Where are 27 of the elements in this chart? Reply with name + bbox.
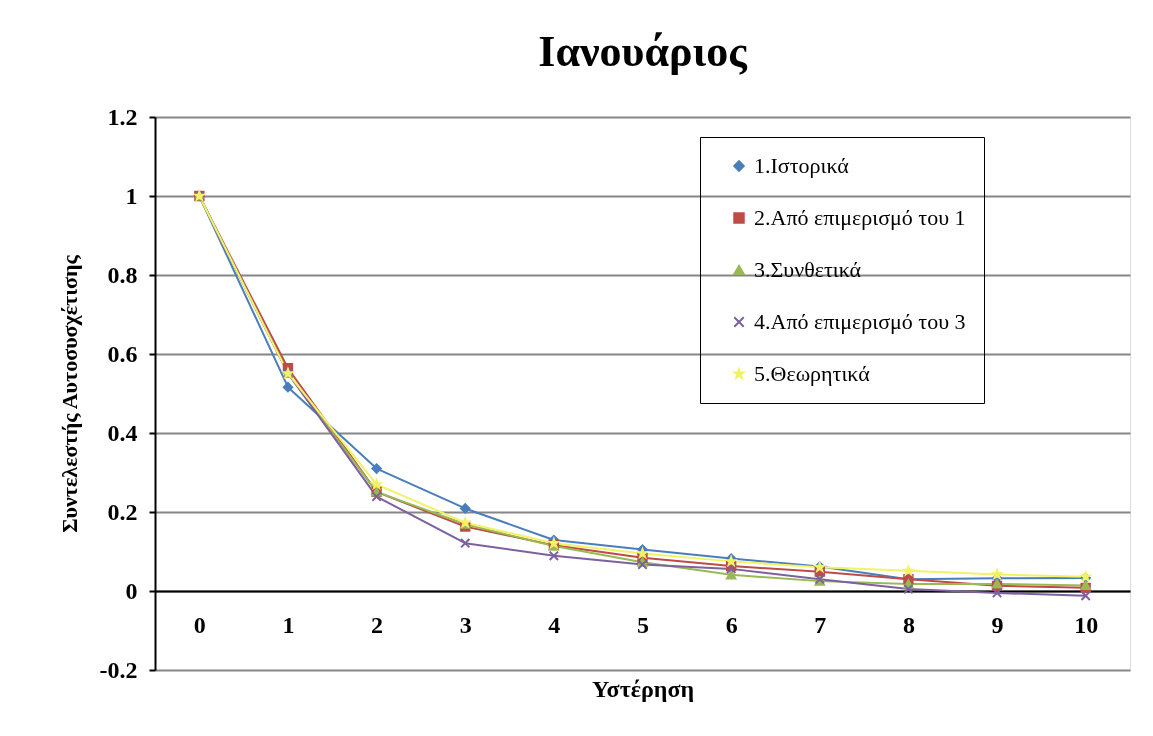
legend-label: 1.Ιστορικά	[754, 153, 850, 178]
y-axis-title: Συντελεστής Αυτοσυσχέτισης	[56, 254, 82, 533]
x-tick-label: 7	[814, 611, 827, 638]
x-tick-label: 1	[282, 611, 295, 638]
x-axis-title: Υστέρηση	[591, 675, 695, 702]
y-tick-label: -0.2	[99, 656, 138, 683]
y-tick-label: 0	[125, 577, 138, 604]
y-tick-label: 1	[125, 182, 138, 209]
y-tick-label: 1.2	[107, 103, 138, 130]
legend-label: 4.Από επιμερισμό του 3	[754, 309, 966, 334]
x-tick-label: 0	[193, 611, 206, 638]
x-tick-label: 10	[1074, 611, 1099, 638]
x-tick-label: 3	[459, 611, 472, 638]
y-tick-label: 0.2	[107, 498, 138, 525]
legend-label: 2.Από επιμερισμό του 1	[754, 205, 966, 230]
y-tick-label: 0.6	[107, 340, 138, 367]
legend-label: 5.Θεωρητικά	[754, 361, 871, 386]
x-tick-label: 6	[725, 611, 738, 638]
chart-title: Ιανουάριος	[538, 27, 749, 76]
x-tick-label: 5	[637, 611, 649, 638]
x-tick-label: 9	[991, 611, 1004, 638]
x-tick-label: 2	[371, 611, 384, 638]
x-tick-label: 8	[902, 611, 915, 638]
x-tick-label: 4	[548, 611, 561, 638]
legend-label: 3.Συνθετικά	[754, 257, 862, 282]
y-tick-label: 0.4	[107, 419, 138, 446]
y-tick-label: 0.8	[107, 261, 138, 288]
